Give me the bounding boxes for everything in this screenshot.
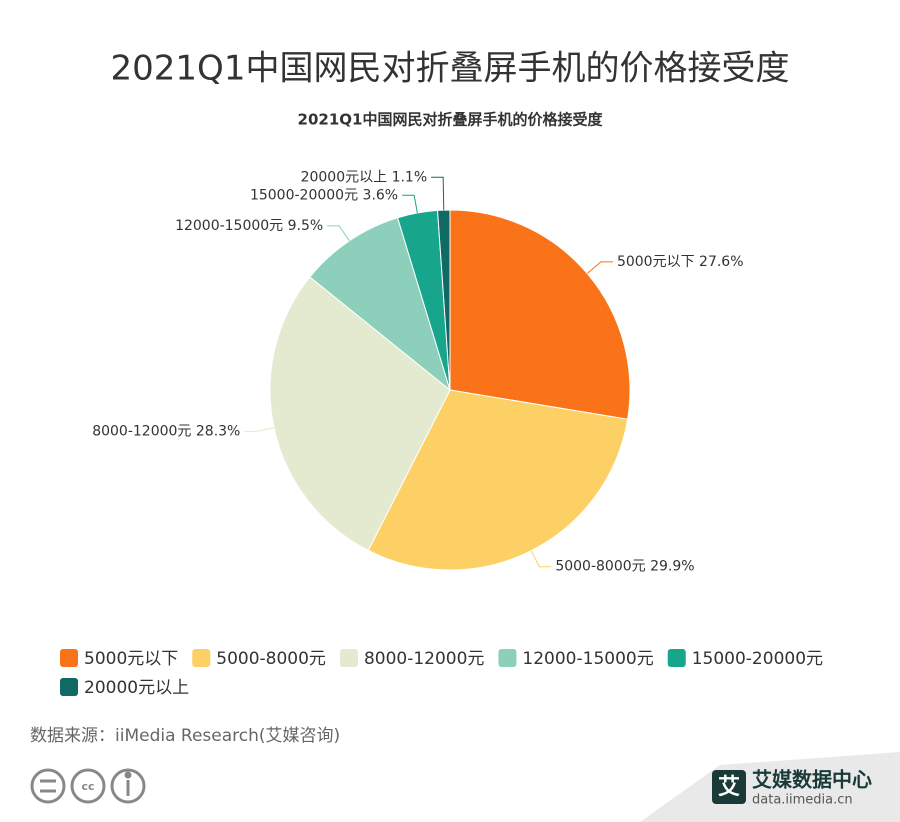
pie-slice [367,389,629,571]
page-title: 2021Q1中国网民对折叠屏手机的价格接受度 [111,49,790,89]
legend-item: 8000-12000元 [339,649,484,669]
legend-swatch [498,649,517,667]
slice-label: 20000元以上 1.1% [301,169,428,185]
legend-label: 20000元以上 [84,678,189,698]
pie-slice [269,276,451,552]
legend-item: 15000-20000元 [667,649,823,669]
leader-line [586,261,613,274]
slice-label: 12000-15000元 9.5% [175,218,323,234]
slice-label-name: 20000元以上 [301,169,388,185]
slice-label-value: 3.6% [363,187,399,203]
legend-item: 20000元以上 [60,678,189,698]
legend-label: 12000-15000元 [522,649,653,669]
legend-label: 5000-8000元 [216,649,326,669]
slice-label-value: 28.3% [196,423,240,439]
pie-slice [449,209,631,420]
leader-line [530,550,552,568]
footer-band [640,752,900,822]
legend-label: 8000-12000元 [364,649,484,669]
legend-swatch [667,649,686,667]
legend-label: 5000元以下 [84,649,178,669]
legend-swatch [60,649,78,667]
legend-item: 5000-8000元 [192,649,326,669]
cc-icon: cc [81,780,94,793]
slice-label-value: 27.6% [699,254,743,270]
slice-label: 5000-8000元 29.9% [555,559,694,575]
source: 数据来源：iiMedia Research(艾媒咨询) [30,726,340,746]
pie-slice [437,209,451,391]
logo [712,770,746,804]
legend-swatch [339,649,358,667]
slice-label: 8000-12000元 28.3% [92,423,240,439]
slice-label-name: 5000-8000元 [555,559,645,575]
pie-slice [309,217,451,392]
logo-char: 艾 [718,775,740,800]
slice-label: 5000元以下 27.6% [617,254,744,270]
legend-item: 5000元以下 [60,649,178,669]
slice-label-name: 15000-20000元 [250,187,358,203]
slice-label-name: 8000-12000元 [92,423,191,439]
legend-swatch [192,649,211,667]
slice-label: 15000-20000元 3.6% [250,187,398,203]
brand: 艾媒数据中心 [752,768,872,792]
leader-line [327,225,350,242]
leader-line [431,176,445,211]
brand-url: data.iimedia.cn [752,793,853,808]
legend-swatch [60,678,78,696]
slice-label-name: 5000元以下 [617,254,695,270]
legend-item: 12000-15000元 [498,649,654,669]
slice-label-name: 12000-15000元 [175,218,283,234]
license-icons [30,768,146,804]
slice-label-value: 1.1% [392,169,428,185]
leader-line [402,194,418,214]
chart-title: 2021Q1中国网民对折叠屏手机的价格接受度 [298,111,604,129]
leader-line [244,427,275,432]
slice-label-value: 9.5% [288,218,324,234]
legend-label: 15000-20000元 [692,649,823,669]
slice-label-value: 29.9% [650,559,694,575]
